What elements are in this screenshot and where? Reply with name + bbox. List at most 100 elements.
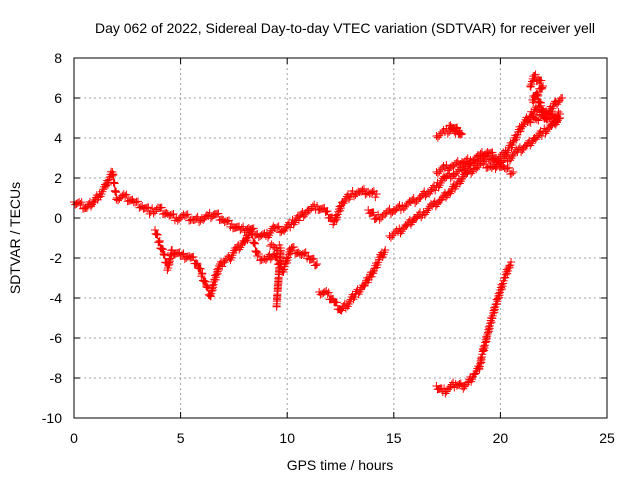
- data-point: [168, 210, 177, 219]
- data-point: [507, 154, 516, 163]
- data-point: [263, 254, 272, 263]
- data-point: [537, 76, 546, 85]
- x-tick-label: 15: [386, 430, 402, 446]
- x-tick-label: 0: [70, 430, 78, 446]
- data-point: [196, 264, 205, 273]
- data-point: [253, 252, 262, 260]
- data-point: [426, 187, 435, 196]
- data-point: [159, 245, 168, 254]
- data-point: [398, 225, 407, 234]
- data-point: [107, 172, 116, 181]
- data-point: [509, 149, 518, 158]
- data-point: [281, 224, 290, 233]
- data-point: [539, 107, 548, 116]
- data-point: [294, 216, 303, 225]
- data-point: [506, 156, 515, 165]
- data-point: [535, 110, 544, 119]
- data-point: [533, 90, 542, 99]
- data-point: [453, 178, 462, 186]
- data-point: [151, 226, 160, 234]
- data-point: [381, 246, 390, 254]
- y-tick-label: -10: [42, 410, 62, 426]
- chart-title: Day 062 of 2022, Sidereal Day-to-day VTE…: [95, 20, 595, 36]
- data-point: [446, 174, 455, 183]
- data-point: [76, 200, 85, 208]
- data-point: [530, 72, 539, 80]
- data-point: [309, 254, 318, 263]
- data-point: [545, 109, 554, 118]
- data-point: [160, 251, 169, 260]
- data-point: [402, 222, 411, 230]
- x-tick-label: 5: [177, 430, 185, 446]
- data-point: [112, 188, 121, 197]
- data-point: [446, 121, 455, 130]
- data-point: [266, 255, 275, 264]
- data-point: [372, 190, 381, 198]
- data-point: [178, 250, 187, 259]
- data-point: [332, 298, 341, 307]
- data-point: [358, 186, 367, 195]
- data-point: [218, 262, 227, 271]
- data-point: [532, 133, 541, 142]
- marks-layer: [70, 70, 567, 398]
- data-point: [144, 203, 153, 212]
- data-point: [122, 190, 131, 199]
- data-point: [553, 100, 562, 109]
- data-point: [528, 112, 537, 121]
- data-point: [155, 238, 164, 246]
- data-point: [299, 212, 308, 221]
- data-point: [460, 382, 469, 391]
- data-point: [273, 223, 282, 232]
- data-point: [433, 200, 442, 209]
- data-point: [416, 193, 425, 202]
- plot-frame: [73, 57, 608, 419]
- data-point: [537, 111, 546, 120]
- y-tick-label: -4: [50, 290, 63, 306]
- data-point: [556, 110, 565, 118]
- data-point: [456, 130, 465, 139]
- data-point: [133, 197, 142, 206]
- data-point: [287, 220, 296, 228]
- x-tick-label: 25: [599, 430, 615, 446]
- data-point: [425, 189, 434, 198]
- data-point: [406, 198, 415, 206]
- data-point: [467, 169, 476, 178]
- data-point: [192, 259, 201, 268]
- data-point: [531, 90, 540, 99]
- data-point: [420, 210, 429, 219]
- data-point: [386, 210, 395, 219]
- data-point: [341, 304, 350, 313]
- y-tick-label: 6: [54, 90, 62, 106]
- data-point: [441, 389, 450, 398]
- y-tick-label: -6: [50, 330, 63, 346]
- data-point: [289, 243, 298, 252]
- data-point: [323, 207, 332, 216]
- data-point: [323, 290, 332, 298]
- data-point: [251, 239, 260, 248]
- data-point: [254, 249, 263, 258]
- data-point: [201, 277, 210, 286]
- data-point: [110, 179, 119, 188]
- y-tick-label: 4: [54, 130, 62, 146]
- data-point: [282, 222, 291, 231]
- data-point: [300, 210, 309, 219]
- data-point: [521, 116, 530, 124]
- data-point: [531, 135, 540, 144]
- data-point: [412, 214, 421, 223]
- data-point: [223, 216, 232, 225]
- data-point: [529, 113, 538, 122]
- data-point: [455, 128, 464, 137]
- data-point: [431, 202, 440, 211]
- data-point: [427, 185, 436, 194]
- data-point: [449, 125, 458, 134]
- data-point: [189, 252, 198, 261]
- data-point: [155, 236, 164, 245]
- data-point: [369, 208, 378, 217]
- data-point: [82, 204, 91, 212]
- data-point: [507, 258, 516, 266]
- data-point: [492, 162, 501, 171]
- y-tick-label: 0: [54, 210, 62, 226]
- data-point: [153, 230, 162, 239]
- data-point: [558, 94, 567, 102]
- data-point: [132, 197, 141, 206]
